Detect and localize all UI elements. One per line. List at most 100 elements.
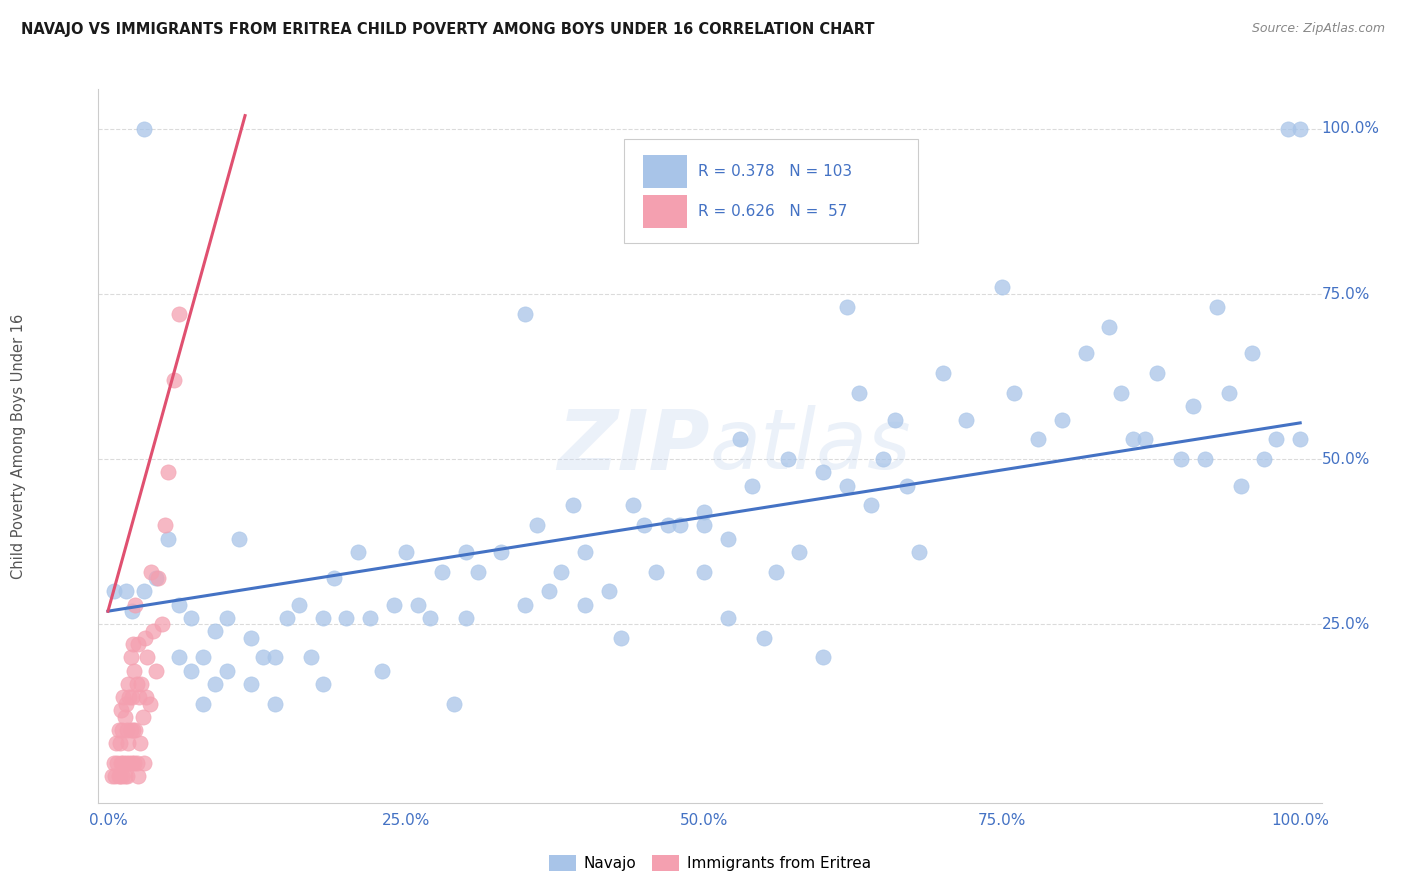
Point — [120, 723, 142, 738]
Point — [1050, 412, 1073, 426]
Point — [931, 367, 953, 381]
Point — [765, 565, 787, 579]
Point — [515, 598, 537, 612]
Point — [103, 584, 125, 599]
Point — [693, 565, 716, 579]
Point — [107, 756, 129, 771]
Point — [359, 611, 381, 625]
Point — [1098, 320, 1121, 334]
Point — [323, 571, 346, 585]
Point — [132, 756, 155, 771]
Point — [107, 723, 129, 738]
Point — [129, 736, 152, 750]
Point — [108, 736, 131, 750]
Point — [125, 677, 148, 691]
Point — [991, 280, 1014, 294]
Point — [156, 532, 179, 546]
Text: ZIP: ZIP — [557, 406, 710, 486]
Point — [111, 723, 134, 738]
Point — [728, 433, 751, 447]
Point — [122, 756, 145, 771]
Point — [311, 611, 333, 625]
Point — [1194, 452, 1216, 467]
Point — [883, 412, 905, 426]
Point — [105, 736, 128, 750]
Point — [127, 769, 149, 783]
Point — [1026, 433, 1049, 447]
Point — [204, 677, 226, 691]
Point — [118, 690, 141, 704]
Point — [1111, 386, 1133, 401]
Point — [454, 611, 477, 625]
Point — [134, 631, 156, 645]
Point — [114, 710, 136, 724]
Point — [526, 518, 548, 533]
Point — [162, 373, 184, 387]
Point — [122, 664, 145, 678]
Point — [180, 664, 202, 678]
Point — [115, 584, 138, 599]
Point — [907, 545, 929, 559]
Point — [110, 703, 132, 717]
Point — [430, 565, 453, 579]
Point — [145, 664, 167, 678]
Point — [115, 697, 138, 711]
Point — [117, 736, 139, 750]
Point — [693, 518, 716, 533]
Point — [1002, 386, 1025, 401]
Point — [813, 466, 835, 480]
Text: 75.0%: 75.0% — [1322, 286, 1369, 301]
Point — [1170, 452, 1192, 467]
Point — [1265, 433, 1288, 447]
Point — [112, 756, 135, 771]
Point — [131, 710, 153, 724]
Point — [561, 499, 583, 513]
Point — [193, 650, 215, 665]
Point — [150, 617, 173, 632]
Point — [263, 697, 285, 711]
Point — [111, 769, 134, 783]
Point — [124, 723, 146, 738]
Point — [395, 545, 418, 559]
Point — [263, 650, 285, 665]
Point — [145, 571, 167, 585]
Point — [100, 769, 122, 783]
Point — [1135, 433, 1157, 447]
Point — [669, 518, 692, 533]
Point — [1253, 452, 1275, 467]
Point — [609, 631, 631, 645]
Point — [347, 545, 370, 559]
Point — [127, 637, 149, 651]
Point — [896, 478, 918, 492]
Point — [217, 664, 239, 678]
Point — [153, 518, 176, 533]
Point — [550, 565, 572, 579]
Point — [1241, 346, 1264, 360]
Point — [859, 499, 882, 513]
Point — [789, 545, 811, 559]
Point — [115, 723, 138, 738]
Point — [1074, 346, 1097, 360]
Point — [872, 452, 894, 467]
FancyBboxPatch shape — [643, 194, 686, 227]
Point — [128, 690, 150, 704]
Point — [406, 598, 429, 612]
Legend: Navajo, Immigrants from Eritrea: Navajo, Immigrants from Eritrea — [543, 849, 877, 877]
Point — [122, 637, 145, 651]
Point — [717, 611, 740, 625]
Point — [311, 677, 333, 691]
Point — [142, 624, 165, 638]
Point — [491, 545, 513, 559]
Point — [121, 604, 143, 618]
Point — [335, 611, 357, 625]
Point — [837, 300, 859, 314]
Text: 50.0%: 50.0% — [1322, 451, 1369, 467]
Point — [120, 650, 142, 665]
Point — [574, 598, 596, 612]
Point — [621, 499, 644, 513]
Point — [115, 756, 138, 771]
Point — [633, 518, 655, 533]
Point — [252, 650, 274, 665]
Point — [1277, 121, 1299, 136]
Point — [1218, 386, 1240, 401]
